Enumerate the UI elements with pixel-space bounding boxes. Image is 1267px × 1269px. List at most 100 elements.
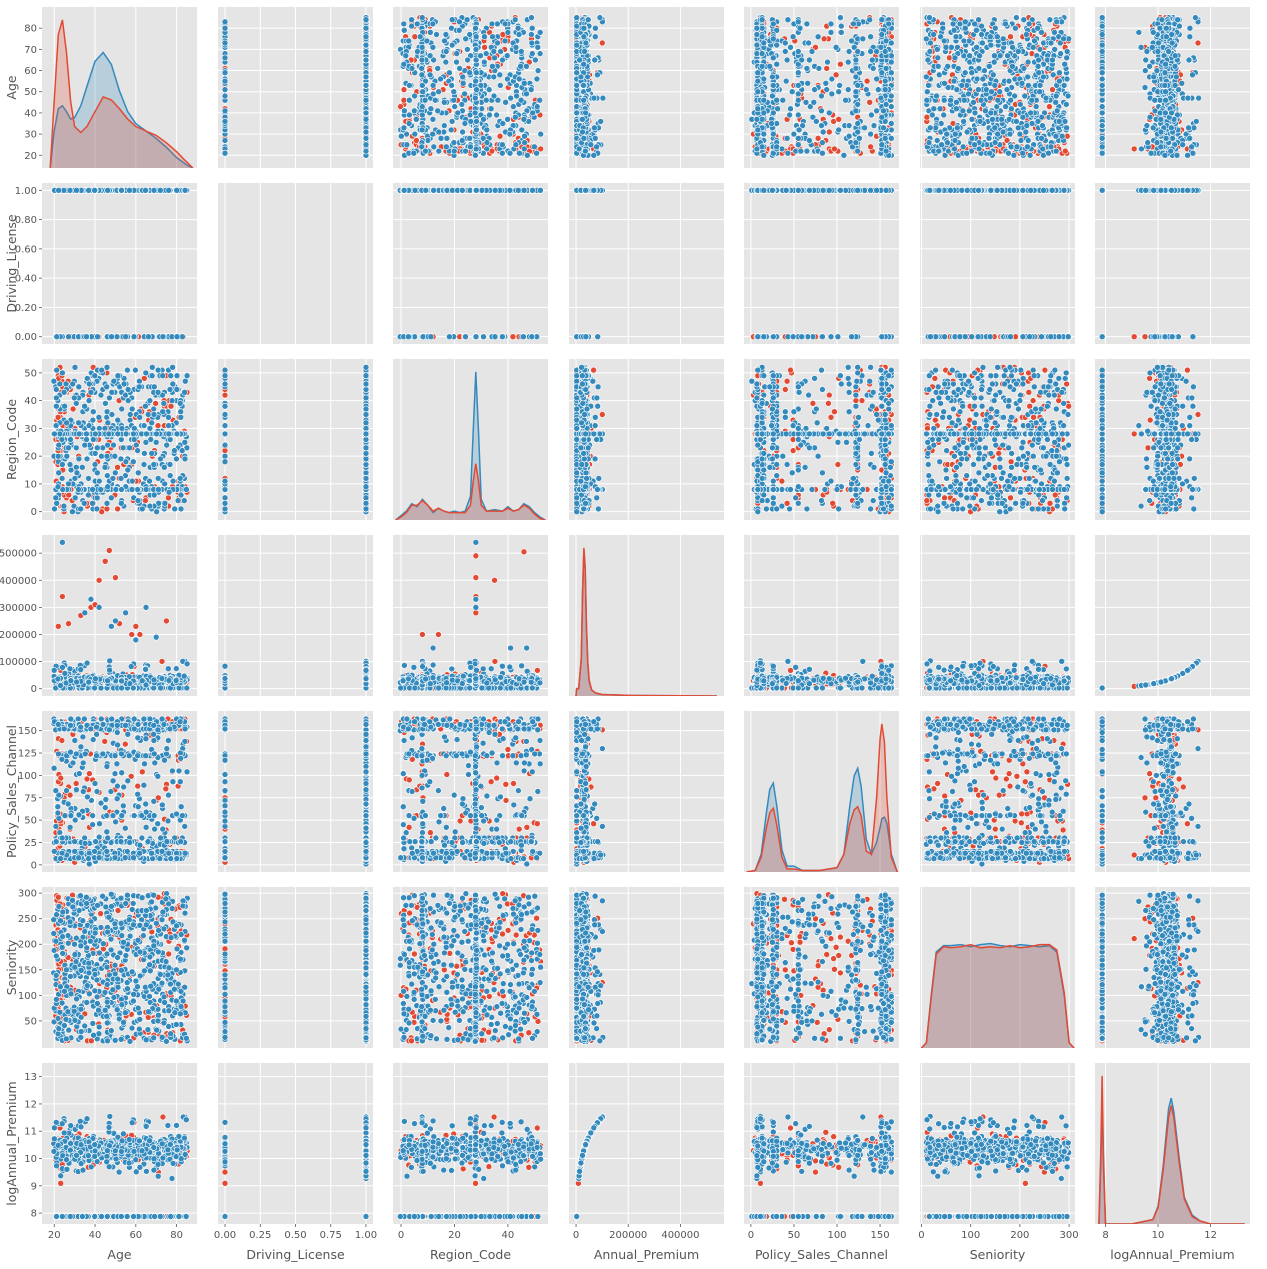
scatter-point-class_0 (991, 24, 999, 32)
scatter-point-class_1 (867, 143, 874, 151)
scatter-point-class_0 (943, 130, 951, 138)
scatter-point-class_0 (485, 86, 493, 93)
scatter-point-class_0 (814, 33, 822, 41)
scatter-point-class_0 (812, 118, 820, 125)
scatter-point-class_0 (533, 75, 541, 83)
scatter-point-class_0 (450, 139, 458, 146)
scatter-point-class_0 (573, 69, 581, 76)
scatter-point-class_0 (1063, 124, 1070, 132)
scatter-point-class_0 (466, 135, 474, 142)
scatter-point-class_0 (867, 48, 874, 55)
scatter-point-class_1 (820, 35, 828, 43)
scatter-point-class_0 (533, 149, 540, 157)
scatter-point-class_0 (867, 33, 874, 41)
scatter-point-class_0 (1014, 48, 1022, 55)
panel-Age-vs-logAnnual_Premium (1095, 7, 1250, 168)
scatter-point-class_0 (882, 101, 890, 108)
scatter-point-class_0 (773, 96, 781, 104)
scatter-point-class_0 (408, 16, 415, 24)
scatter-point-class_0 (887, 92, 895, 100)
scatter-point-class_0 (426, 29, 434, 36)
scatter-point-class_0 (433, 31, 440, 38)
scatter-point-class_0 (1051, 46, 1058, 53)
scatter-point-class_0 (434, 107, 442, 115)
scatter-point-class_0 (1060, 82, 1068, 89)
scatter-point-class_0 (1046, 16, 1054, 24)
scatter-point-class_0 (783, 135, 791, 142)
scatter-point-class_0 (466, 69, 474, 76)
scatter-point-class_0 (472, 46, 480, 53)
scatter-point-class_0 (1060, 35, 1067, 43)
scatter-point-class_0 (818, 107, 825, 115)
scatter-point-class_1 (814, 135, 822, 142)
scatter-point-class_0 (501, 20, 509, 28)
scatter-point-class_0 (811, 86, 818, 93)
scatter-point-class_0 (790, 130, 798, 138)
scatter-point-class_0 (406, 111, 413, 119)
scatter-point-class_0 (400, 20, 408, 28)
scatter-point-class_0 (773, 60, 781, 68)
scatter-point-class_0 (1003, 86, 1011, 93)
scatter-point-class_0 (528, 31, 535, 38)
scatter-point-class_0 (414, 48, 421, 55)
scatter-point-class_0 (877, 94, 885, 102)
scatter-point-class_0 (950, 77, 958, 85)
scatter-point-class_0 (769, 20, 777, 28)
scatter-point-class_0 (850, 43, 858, 51)
scatter-point-class_1 (413, 137, 420, 144)
scatter-point-class_0 (878, 31, 886, 38)
scatter-point-class_0 (953, 105, 960, 112)
scatter-point-class_0 (885, 20, 893, 28)
scatter-point-class_0 (928, 111, 936, 119)
scatter-point-class_0 (482, 50, 490, 57)
scatter-point-class_0 (1019, 149, 1027, 157)
scatter-point-class_0 (973, 43, 980, 51)
scatter-point-class_0 (520, 116, 528, 123)
scatter-point-class_0 (989, 71, 997, 79)
scatter-point-class_0 (440, 99, 448, 106)
scatter-point-class_0 (977, 96, 985, 104)
scatter-point-class_0 (754, 105, 762, 112)
scatter-point-class_0 (1039, 145, 1046, 153)
scatter-point-class_0 (464, 56, 471, 64)
scatter-point-class_0 (968, 135, 976, 142)
scatter-point-class_0 (418, 14, 426, 21)
scatter-point-class_0 (971, 141, 978, 148)
scatter-point-class_0 (455, 26, 463, 34)
scatter-point-class_0 (854, 48, 862, 55)
scatter-point-class_0 (887, 39, 895, 47)
scatter-point-class_0 (1047, 39, 1055, 47)
scatter-point-class_0 (989, 116, 996, 123)
scatter-point-class_0 (534, 43, 542, 51)
ytick-label: 50 (24, 87, 37, 98)
scatter-point-class_0 (809, 113, 817, 121)
scatter-point-class_0 (753, 24, 761, 32)
scatter-point-class_0 (453, 50, 461, 57)
scatter-point-class_0 (362, 16, 370, 24)
scatter-point-class_0 (527, 86, 535, 93)
scatter-point-class_0 (513, 92, 520, 100)
scatter-point-class_0 (1035, 69, 1042, 76)
scatter-point-class_1 (411, 33, 419, 41)
scatter-point-class_0 (803, 65, 811, 72)
scatter-point-class_0 (1024, 143, 1031, 151)
scatter-point-class_0 (1063, 48, 1071, 55)
scatter-point-class_0 (950, 26, 958, 34)
scatter-point-class_0 (1016, 130, 1024, 138)
scatter-point-class_0 (1009, 63, 1016, 70)
scatter-point-class_0 (1028, 96, 1036, 104)
scatter-point-class_0 (818, 122, 825, 129)
scatter-point-class_0 (472, 24, 479, 32)
scatter-point-class_0 (758, 16, 766, 24)
scatter-point-class_0 (940, 37, 948, 45)
panel-marks (922, 14, 1072, 159)
scatter-point-class_0 (580, 96, 588, 104)
scatter-point-class_0 (794, 111, 802, 119)
scatter-point-class_0 (573, 109, 581, 117)
scatter-point-class_0 (868, 111, 875, 119)
scatter-point-class_0 (976, 52, 983, 60)
scatter-point-class_0 (987, 109, 995, 117)
scatter-point-class_0 (520, 80, 528, 87)
scatter-point-class_0 (523, 152, 531, 159)
scatter-point-class_0 (523, 63, 530, 70)
